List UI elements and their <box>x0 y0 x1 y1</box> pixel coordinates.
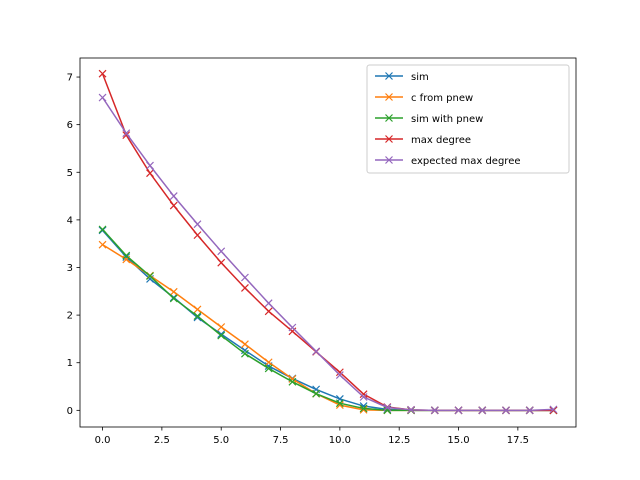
data-point-marker <box>335 368 344 377</box>
legend-entry-0: sim <box>375 72 429 83</box>
legend-marker <box>385 114 393 122</box>
data-point-marker <box>264 358 273 367</box>
y-tick-label: 2 <box>67 311 73 322</box>
legend-entry-2: sim with pnew <box>375 114 483 125</box>
data-point-marker <box>335 399 344 408</box>
data-point-marker <box>122 253 131 261</box>
data-point-marker <box>241 340 249 349</box>
legend-label: c from pnew <box>411 93 473 104</box>
x-tick-label: 0.0 <box>95 435 111 446</box>
x-tick-label: 5.0 <box>213 435 229 446</box>
data-point-marker <box>98 240 107 249</box>
data-point-marker <box>169 294 178 303</box>
legend-entry-4: expected max degree <box>375 156 521 167</box>
y-tick-label: 0 <box>67 406 73 417</box>
y-tick-label: 6 <box>67 120 73 131</box>
y-tick-label: 5 <box>67 168 73 179</box>
data-point-marker <box>288 377 297 386</box>
data-point-marker <box>241 349 249 358</box>
y-tick-label: 1 <box>67 358 73 369</box>
data-point-marker <box>98 69 107 78</box>
data-point-marker <box>193 220 202 229</box>
data-point-marker <box>122 251 131 260</box>
y-tick-label: 7 <box>67 73 73 84</box>
data-point-marker <box>359 404 368 413</box>
legend-marker <box>385 156 393 164</box>
y-tick-label: 3 <box>67 263 73 274</box>
data-point-marker <box>359 390 368 399</box>
data-point-marker <box>312 389 321 398</box>
legend-marker <box>385 93 393 101</box>
data-point-marker <box>549 405 558 414</box>
data-point-marker <box>264 364 273 373</box>
data-point-marker <box>288 323 297 332</box>
data-point-marker <box>169 287 178 296</box>
legend-entry-1: c from pnew <box>375 93 473 104</box>
legend-marker <box>385 72 393 80</box>
x-tick-label: 7.5 <box>273 435 289 446</box>
axes-frame <box>79 57 577 428</box>
legend-marker <box>385 135 393 143</box>
data-point-marker <box>335 371 344 380</box>
data-point-marker <box>264 299 273 308</box>
data-point-marker <box>122 129 131 138</box>
data-point-marker <box>383 403 392 412</box>
legend-label: sim <box>411 72 429 83</box>
data-point-marker <box>241 284 249 292</box>
data-point-marker <box>146 161 154 170</box>
data-point-marker <box>217 258 226 267</box>
data-point-marker <box>169 201 178 210</box>
data-point-marker <box>312 347 321 356</box>
data-point-marker <box>217 331 226 340</box>
legend-box <box>366 64 570 174</box>
data-point-marker <box>407 405 415 414</box>
x-tick-label: 12.5 <box>388 435 410 446</box>
x-tick-label: 15.0 <box>447 435 469 446</box>
data-point-marker <box>193 231 202 240</box>
legend-label: sim with pnew <box>411 114 483 125</box>
x-tick-label: 17.5 <box>507 435 529 446</box>
data-point-marker <box>454 406 463 415</box>
plot-area <box>98 69 558 415</box>
data-point-marker <box>193 305 202 314</box>
data-point-marker <box>525 406 534 415</box>
data-point-marker <box>549 406 558 415</box>
data-point-marker <box>264 307 273 316</box>
data-point-marker <box>169 192 178 201</box>
legend-entry-3: max degree <box>375 135 471 146</box>
data-point-marker <box>217 323 226 331</box>
data-point-marker <box>359 393 368 401</box>
data-point-marker <box>478 406 487 415</box>
data-point-marker <box>146 169 154 178</box>
data-point-marker <box>98 225 107 234</box>
y-tick-label: 4 <box>67 215 73 226</box>
legend: sim c from pnew sim with pnew max degree exp… <box>366 64 570 174</box>
data-point-marker <box>502 406 510 415</box>
legend-label: expected max degree <box>411 156 521 167</box>
data-point-marker <box>193 312 202 320</box>
series-4 <box>98 93 558 415</box>
data-point-marker <box>146 272 154 280</box>
data-point-marker <box>217 247 226 256</box>
x-tick-label: 10.0 <box>329 435 351 446</box>
data-point-marker <box>241 273 249 282</box>
data-point-marker <box>430 406 439 415</box>
data-point-marker <box>98 93 107 102</box>
axes: 0.0 2.5 5.0 7.5 10.0 12.5 15.0 17.5 0 1 2 3 4 5 6 7 <box>67 57 577 446</box>
x-tick-label: 2.5 <box>154 435 170 446</box>
legend-label: max degree <box>411 135 471 146</box>
series-line <box>101 97 554 412</box>
